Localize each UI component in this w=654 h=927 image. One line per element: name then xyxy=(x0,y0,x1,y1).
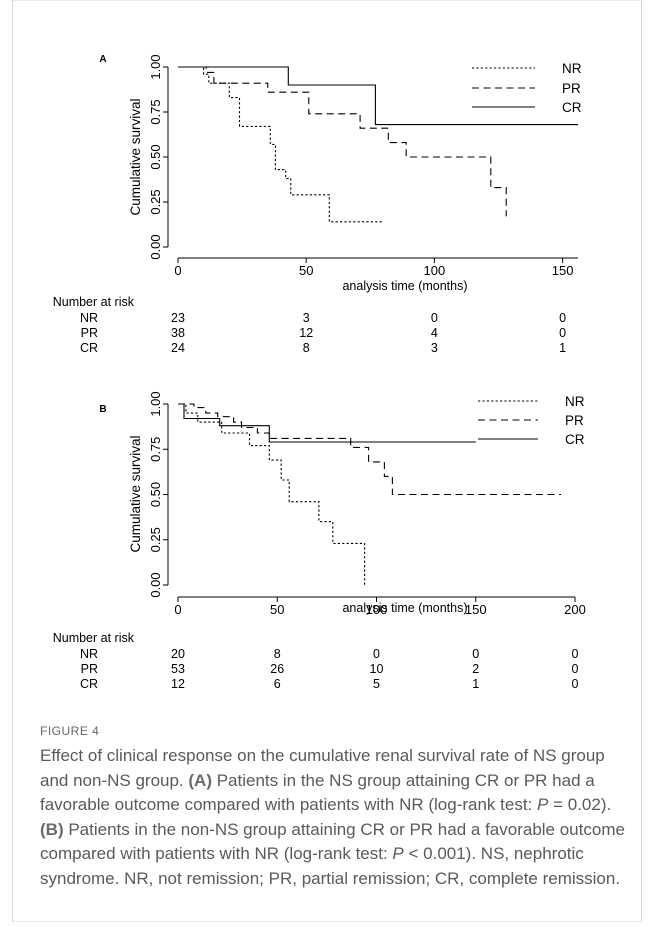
risk-table-title: Number at risk xyxy=(53,631,135,645)
legend-label-nr: NR xyxy=(562,61,582,76)
x-tick-label: 150 xyxy=(465,602,487,617)
risk-row-label-cr: CR xyxy=(80,341,98,355)
y-tick-label: 0.75 xyxy=(148,437,163,462)
risk-row-label-nr: NR xyxy=(80,311,98,325)
legend-label-pr: PR xyxy=(562,81,581,96)
km-panel-a: A0.000.250.500.751.000 50 100 150Cumulative… xyxy=(53,54,582,355)
caption-run: (B) xyxy=(40,819,64,839)
x-tick-label: 100 xyxy=(424,263,446,278)
caption-run: Patients in the NS group attaining CR or… xyxy=(40,770,595,815)
caption-run: (A) xyxy=(188,770,212,790)
risk-cell: 0 xyxy=(373,647,380,661)
risk-cell: 24 xyxy=(171,341,185,355)
risk-cell: 0 xyxy=(572,647,579,661)
caption-run: Effect of clinical response on the cumul… xyxy=(40,746,605,790)
risk-cell: 20 xyxy=(171,647,185,661)
series-cr-curve xyxy=(178,66,578,126)
risk-row-label-cr: CR xyxy=(80,677,98,691)
y-tick-label: 1.00 xyxy=(148,391,163,416)
caption-run: < 0.001). NS, nephrotic syndrome. NR, no… xyxy=(40,844,621,888)
caption-run: P xyxy=(392,844,404,863)
x-tick-label: 200 xyxy=(564,602,586,617)
risk-cell: 23 xyxy=(171,311,185,325)
figure-label: FIGURE 4 xyxy=(40,724,100,738)
x-tick-label: 50 xyxy=(270,602,284,617)
panel-label: B xyxy=(99,404,106,415)
caption-run: = 0.02). xyxy=(548,795,612,814)
risk-cell: 3 xyxy=(431,341,438,355)
risk-cell: 0 xyxy=(559,326,566,340)
risk-cell: 3 xyxy=(303,311,310,325)
legend-label-nr: NR xyxy=(565,394,585,409)
risk-cell: 26 xyxy=(270,662,284,676)
y-tick-label: 1.00 xyxy=(148,54,163,79)
y-tick-label: 0.00 xyxy=(148,234,163,259)
series-pr-curve xyxy=(178,66,507,217)
y-tick-label: 0.50 xyxy=(148,482,163,507)
risk-cell: 0 xyxy=(472,647,479,661)
y-tick-label: 0.50 xyxy=(148,144,163,169)
risk-cell: 8 xyxy=(274,647,281,661)
risk-cell: 0 xyxy=(559,311,566,325)
y-axis-title: Cumulative survival xyxy=(128,98,143,215)
y-axis-title: Cumulative survival xyxy=(128,435,143,552)
risk-cell: 0 xyxy=(572,662,579,676)
risk-row-label-pr: PR xyxy=(81,662,98,676)
km-panel-b: B0.000.250.500.751.000 50 100 150 200Cumulat… xyxy=(53,391,586,691)
risk-cell: 8 xyxy=(303,341,310,355)
panel-label: A xyxy=(99,54,106,65)
legend-label-pr: PR xyxy=(565,413,584,428)
y-tick-label: 0.25 xyxy=(148,189,163,214)
risk-row-label-pr: PR xyxy=(81,326,98,340)
risk-table-title: Number at risk xyxy=(53,295,135,309)
risk-cell: 2 xyxy=(472,662,479,676)
x-tick-label: 50 xyxy=(299,263,313,278)
risk-cell: 6 xyxy=(274,677,281,691)
x-tick-label: 0 xyxy=(174,263,181,278)
figure-caption: Effect of clinical response on the cumul… xyxy=(40,744,636,891)
y-tick-label: 0.25 xyxy=(148,527,163,552)
risk-row-label-nr: NR xyxy=(80,647,98,661)
risk-cell: 38 xyxy=(171,326,185,340)
series-cr-curve xyxy=(178,403,476,443)
series-nr-curve xyxy=(178,66,384,223)
risk-cell: 53 xyxy=(171,662,185,676)
series-pr-curve xyxy=(178,403,562,496)
risk-cell: 0 xyxy=(572,677,579,691)
risk-cell: 5 xyxy=(373,677,380,691)
x-tick-label: 0 xyxy=(174,602,181,617)
risk-cell: 12 xyxy=(171,677,185,691)
risk-cell: 10 xyxy=(370,662,384,676)
series-nr-curve xyxy=(178,403,366,585)
risk-cell: 12 xyxy=(299,326,313,340)
x-tick-label: 100 xyxy=(366,602,388,617)
y-tick-label: 0.75 xyxy=(148,99,163,124)
caption-run: Patients in the non-NS group attaining C… xyxy=(40,819,625,864)
caption-run: P xyxy=(537,795,549,814)
risk-cell: 1 xyxy=(559,341,566,355)
legend-label-cr: CR xyxy=(565,432,585,447)
x-axis-title: analysis time (months) xyxy=(342,601,467,615)
x-axis-title: analysis time (months) xyxy=(342,279,467,293)
risk-cell: 1 xyxy=(472,677,479,691)
x-tick-label: 150 xyxy=(552,263,574,278)
y-tick-label: 0.00 xyxy=(148,572,163,597)
risk-cell: 4 xyxy=(431,326,438,340)
risk-cell: 0 xyxy=(431,311,438,325)
legend-label-cr: CR xyxy=(562,100,582,115)
